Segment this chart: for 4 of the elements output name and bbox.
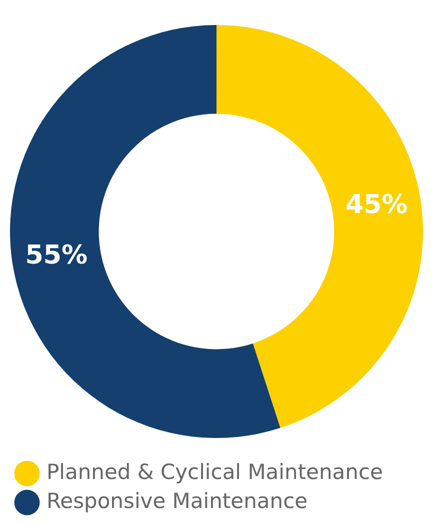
legend-label: Responsive Maintenance [46,488,308,513]
data-label: 45% [345,190,408,220]
data-label: 55% [25,240,88,271]
legend-label: Planned & Cyclical Maintenance [46,460,383,484]
